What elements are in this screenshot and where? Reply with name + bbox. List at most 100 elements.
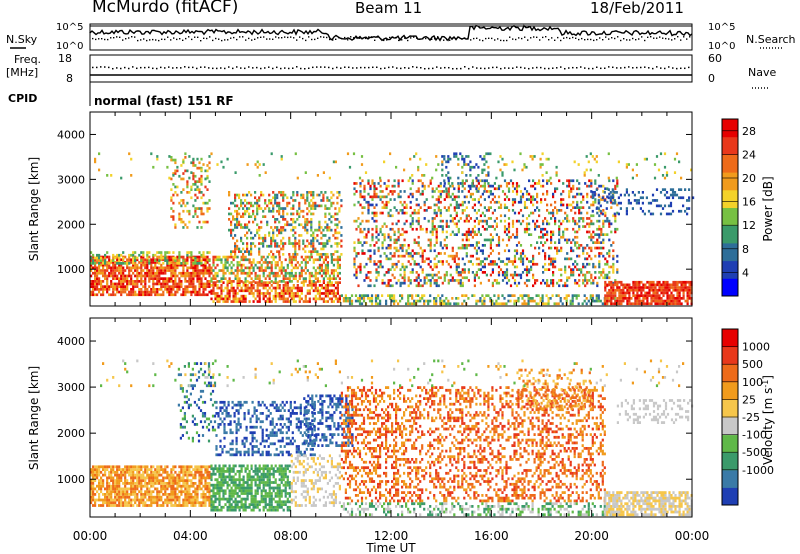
range-cell (310, 244, 313, 248)
range-cell (322, 261, 325, 264)
range-cell (546, 238, 549, 242)
range-cell (385, 225, 388, 228)
range-cell (540, 241, 543, 244)
range-cell (102, 266, 105, 270)
range-cell (320, 263, 323, 267)
range-cell (471, 244, 474, 247)
nave-dot (220, 67, 222, 69)
range-cell (152, 253, 155, 257)
range-cell (493, 294, 496, 297)
range-cell (292, 191, 295, 194)
range-cell (106, 285, 109, 288)
range-cell (308, 280, 311, 283)
date-title: 18/Feb/2011 (590, 0, 684, 17)
range-cell (481, 211, 484, 215)
range-cell (606, 219, 609, 223)
range-cell (574, 219, 577, 223)
range-cell (441, 163, 444, 166)
range-cell (403, 206, 406, 209)
range-cell (328, 284, 331, 287)
range-cell (336, 231, 339, 235)
range-cell (375, 241, 378, 244)
range-cell (596, 233, 599, 236)
range-cell (672, 283, 675, 287)
range-cell (324, 226, 327, 229)
range-cell (224, 277, 227, 280)
range-cell (555, 294, 558, 297)
range-cell (497, 184, 501, 188)
range-cell (236, 263, 239, 267)
range-cell (515, 190, 519, 193)
range-cell (314, 300, 317, 303)
range-cell (586, 244, 589, 247)
range-cell (387, 244, 390, 247)
range-cell (642, 302, 645, 306)
range-cell (200, 269, 203, 272)
range-cell (373, 192, 376, 196)
range-cell (284, 292, 287, 295)
range-cell (206, 258, 209, 262)
range-cell (571, 299, 574, 303)
range-cell (583, 294, 586, 297)
nsearch-dot (569, 37, 571, 40)
range-cell (198, 269, 201, 272)
range-cell (324, 215, 327, 218)
range-cell (168, 255, 171, 259)
range-cell (385, 195, 388, 199)
range-cell (642, 299, 645, 303)
range-cell (634, 283, 637, 287)
range-cell (371, 195, 374, 199)
range-cell (391, 262, 394, 266)
range-cell (314, 277, 317, 280)
range-cell (473, 233, 476, 236)
range-cell (190, 161, 193, 165)
range-cell (310, 218, 313, 221)
range-cell (367, 203, 370, 207)
range-cell (198, 255, 201, 259)
range-cell (138, 280, 141, 283)
range-cell (620, 291, 623, 295)
range-cell (628, 288, 631, 292)
range-cell (578, 244, 581, 247)
range-cell (216, 286, 219, 290)
range-cell (186, 191, 189, 194)
range-cell (457, 302, 460, 306)
range-cell (110, 274, 113, 278)
range-cell (364, 294, 368, 297)
range-cell (622, 294, 625, 297)
range-cell (495, 281, 498, 285)
range-cell (670, 283, 673, 287)
range-cell (505, 182, 509, 185)
range-cell (308, 242, 311, 245)
range-cell (487, 254, 490, 258)
range-cell (598, 235, 601, 239)
range-cell (433, 265, 436, 269)
range-cell (539, 297, 542, 300)
range-cell (250, 253, 253, 256)
range-cell (461, 268, 464, 271)
range-cell (586, 271, 589, 274)
range-cell (330, 292, 333, 295)
range-cell (244, 297, 247, 301)
range-cell (324, 242, 327, 245)
range-cell (156, 157, 159, 161)
range-cell (413, 299, 416, 303)
range-cell (248, 212, 251, 216)
range-cell (236, 297, 239, 301)
range-cell (379, 254, 382, 258)
range-cell (168, 285, 171, 288)
range-cell (214, 297, 217, 301)
range-cell (140, 251, 143, 254)
range-cell (236, 223, 239, 227)
range-cell (467, 163, 470, 166)
range-cell (258, 228, 261, 232)
range-cell (204, 255, 207, 259)
range-cell (312, 234, 315, 237)
range-cell (483, 299, 486, 303)
range-cell (280, 294, 283, 298)
range-cell (479, 195, 482, 199)
range-cell (429, 206, 432, 209)
range-cell (582, 273, 585, 277)
range-cell (262, 242, 265, 245)
range-cell (612, 190, 615, 193)
